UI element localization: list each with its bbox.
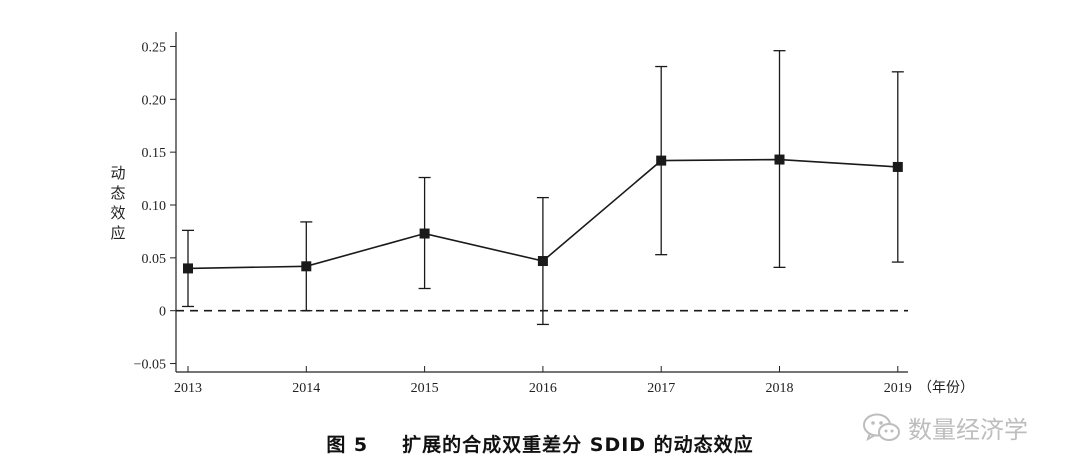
y-tick-label: 0.25 [142, 40, 167, 55]
x-tick-label: 2018 [766, 381, 794, 396]
y-axis-label: 动态效应 [110, 164, 125, 242]
x-unit-label: （年份） [918, 380, 974, 396]
y-tick-label: 0.20 [142, 93, 167, 108]
data-point [892, 161, 903, 172]
y-label-char: 应 [110, 224, 125, 242]
error-bars [182, 50, 904, 326]
chart-axes [175, 32, 908, 373]
y-label-char: 效 [110, 204, 125, 222]
y-tick-label: 0.10 [142, 199, 167, 214]
x-tick-label: 2013 [174, 381, 202, 396]
x-tick-label: 2016 [529, 381, 557, 396]
y-label-char: 动 [110, 164, 125, 182]
x-tick-label: 2017 [647, 381, 675, 396]
figure-caption: 图 5 扩展的合成双重差分 SDID 的动态效应 [0, 430, 1080, 457]
data-point [301, 261, 312, 272]
watermark-text: 数量经济学 [908, 416, 1028, 444]
y-tick-label: 0 [159, 305, 166, 320]
figure-number: 图 5 [326, 434, 369, 456]
x-ticks: 2013 2014 2015 2016 2017 2018 2019 [174, 366, 912, 396]
y-label-char: 态 [110, 184, 125, 202]
data-point [656, 155, 667, 166]
figure-caption-text: 扩展的合成双重差分 SDID 的动态效应 [402, 434, 754, 456]
x-tick-label: 2014 [292, 381, 320, 396]
wechat-icon [863, 413, 900, 441]
data-point [774, 154, 785, 165]
y-tick-label: 0.05 [142, 252, 167, 267]
data-point [419, 228, 430, 239]
data-point [537, 256, 548, 267]
y-ticks: 0.25 0.20 0.15 0.10 0.05 0 −0.05 [134, 40, 176, 373]
chart: 0.250.200.150.100.050−0.05 2013 2014 2015 2… [110, 32, 974, 396]
y-tick-label: −0.05 [134, 358, 166, 373]
x-tick-label: 2019 [884, 381, 912, 396]
y-tick-label: 0.15 [142, 146, 167, 161]
x-tick-label: 2015 [411, 381, 439, 396]
watermark: 数量经济学 [862, 410, 1028, 445]
data-points [183, 154, 903, 274]
data-point [183, 263, 193, 274]
